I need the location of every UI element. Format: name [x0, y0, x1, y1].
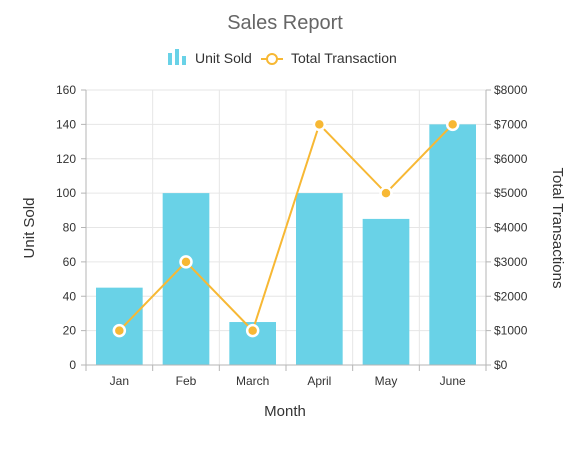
y2-tick-label: $3000: [494, 255, 528, 269]
y2-tick-label: $1000: [494, 324, 528, 338]
y2-axis-title: Total Transactions: [549, 168, 566, 289]
point-total-transaction-jan[interactable]: [112, 323, 127, 338]
y2-tick-label: $0: [494, 358, 508, 372]
point-total-transaction-may[interactable]: [379, 186, 393, 200]
x-tick-label: Feb: [176, 374, 197, 388]
legend-label-total-transaction: Total Transaction: [291, 50, 397, 66]
line-series: [112, 117, 460, 338]
bar-series: [96, 124, 476, 365]
chart-legend[interactable]: Unit Sold Total Transaction: [168, 49, 397, 66]
chart-title: Sales Report: [227, 12, 343, 34]
x-tick-label: June: [440, 374, 466, 388]
legend-label-unit-sold: Unit Sold: [195, 50, 252, 66]
y2-axis-ticks: $0 $1000 $2000 $3000 $4000 $5000 $6000 $7000 $80…: [486, 83, 528, 372]
bar-unit-sold-may[interactable]: [362, 218, 410, 365]
point-total-transaction-feb[interactable]: [179, 255, 193, 269]
y-tick-label: 140: [56, 117, 76, 131]
y-axis-ticks: 0 20 40 60 80 100 120 140 160: [56, 83, 86, 372]
point-total-transaction-march[interactable]: [245, 323, 260, 338]
x-tick-label: March: [236, 374, 269, 388]
bar-series-icon: [168, 49, 186, 65]
y2-tick-label: $7000: [494, 117, 528, 131]
y-tick-label: 20: [63, 324, 77, 338]
y-axis-title: Unit Sold: [21, 198, 38, 259]
x-tick-label: May: [375, 374, 398, 388]
y-tick-label: 100: [56, 186, 76, 200]
line-series-icon: [261, 53, 283, 65]
y-tick-label: 60: [63, 255, 77, 269]
point-total-transaction-june[interactable]: [445, 117, 460, 132]
bar-unit-sold-june[interactable]: [429, 124, 476, 365]
y-tick-label: 40: [63, 289, 77, 303]
bar-unit-sold-april[interactable]: [296, 193, 343, 365]
y-tick-label: 120: [56, 152, 76, 166]
y2-tick-label: $8000: [494, 83, 528, 97]
x-tick-label: April: [307, 374, 331, 388]
y2-tick-label: $2000: [494, 289, 528, 303]
y2-tick-label: $5000: [494, 186, 528, 200]
y-tick-label: 0: [69, 358, 76, 372]
y-tick-label: 80: [63, 221, 77, 235]
x-axis-ticks: Jan Feb March April May June: [85, 365, 487, 388]
y2-tick-label: $6000: [494, 152, 528, 166]
line-total-transaction: [118, 122, 454, 333]
y-tick-label: 160: [56, 83, 76, 97]
legend-item-unit-sold[interactable]: Unit Sold: [168, 49, 252, 66]
x-axis-title: Month: [264, 403, 306, 420]
x-tick-label: Jan: [110, 374, 129, 388]
point-total-transaction-april[interactable]: [312, 117, 327, 132]
legend-item-total-transaction[interactable]: Total Transaction: [261, 50, 397, 66]
y2-tick-label: $4000: [494, 221, 528, 235]
